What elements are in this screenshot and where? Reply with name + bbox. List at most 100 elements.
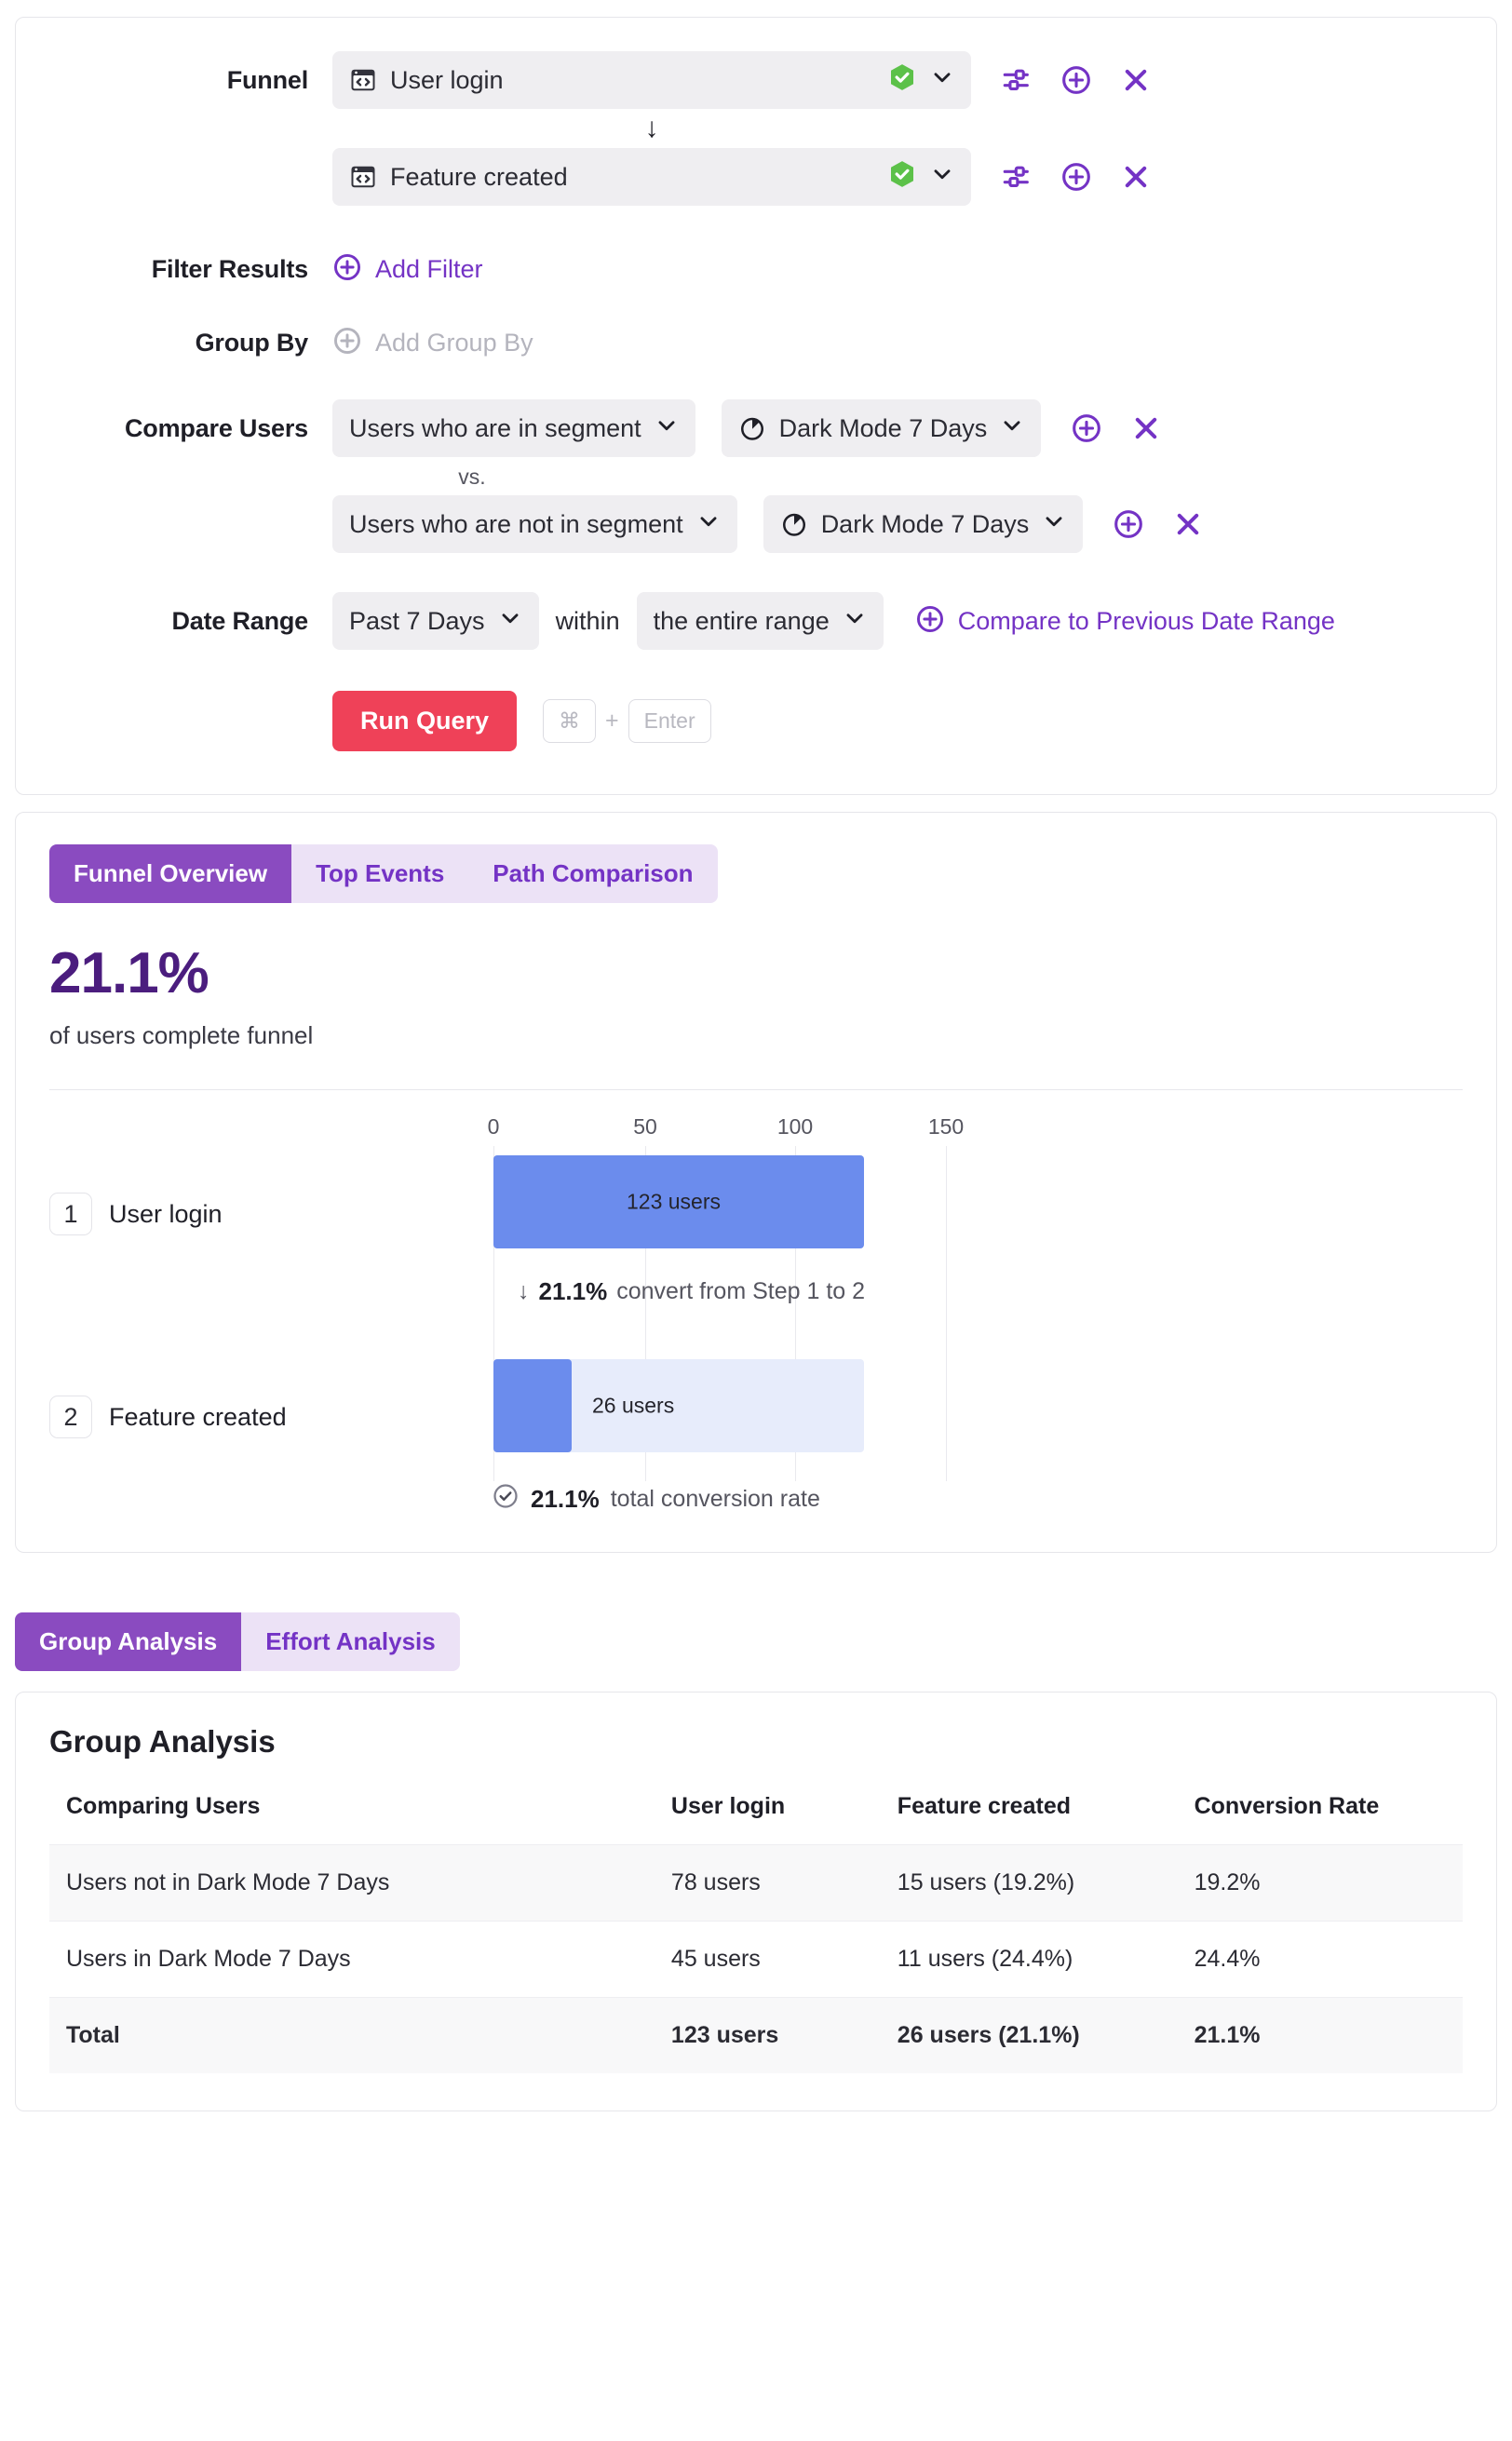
kbd-enter: Enter bbox=[628, 699, 711, 743]
funnel-results-card: Funnel Overview Top Events Path Comparis… bbox=[15, 812, 1497, 1553]
step-name-label: User login bbox=[109, 1199, 223, 1228]
compare-condition-value-1: Users who are in segment bbox=[349, 413, 641, 442]
filter-settings-icon[interactable] bbox=[1001, 161, 1033, 193]
x-axis-tick-50: 50 bbox=[633, 1114, 657, 1139]
add-group-by-button[interactable]: Add Group By bbox=[332, 326, 533, 360]
compare-row-1-actions bbox=[1071, 412, 1162, 444]
tab-path-comparison[interactable]: Path Comparison bbox=[468, 844, 718, 903]
arrow-down-icon: ↓ bbox=[518, 1278, 530, 1304]
column-header-feature-created: Feature created bbox=[897, 1793, 1071, 1819]
compare-segment-select-1[interactable]: Dark Mode 7 Days bbox=[721, 399, 1042, 457]
section-divider bbox=[49, 1089, 1463, 1090]
query-builder-card: Funnel User login bbox=[15, 17, 1497, 795]
within-range-select[interactable]: the entire range bbox=[636, 592, 884, 650]
compare-condition-select-1[interactable]: Users who are in segment bbox=[332, 399, 695, 457]
row-conversion-rate: 24.4% bbox=[1194, 1921, 1463, 1998]
valid-check-icon bbox=[887, 159, 917, 196]
x-axis-tick-0: 0 bbox=[487, 1114, 500, 1139]
gridline-50 bbox=[645, 1146, 646, 1481]
total-conversion-note: 21.1% total conversion rate bbox=[492, 1482, 820, 1517]
compare-users-row-2: Users who are not in segment Dark Mode 7… bbox=[53, 495, 1459, 553]
add-filter-button[interactable]: Add Filter bbox=[332, 252, 483, 287]
chevron-down-icon[interactable] bbox=[930, 65, 954, 96]
date-range-value: Past 7 Days bbox=[349, 606, 485, 635]
bar-step-2-fill bbox=[493, 1359, 572, 1452]
row-step2-value: 11 users (24.4%) bbox=[897, 1921, 1195, 1998]
compare-vs-label: vs. bbox=[458, 465, 486, 489]
compare-segment-select-2[interactable]: Dark Mode 7 Days bbox=[763, 495, 1084, 553]
chevron-down-icon bbox=[1042, 509, 1066, 540]
row-step1-value: 78 users bbox=[670, 1844, 898, 1922]
funnel-label-spacer bbox=[53, 163, 332, 192]
row-step2-value: 26 users (21.1%) bbox=[897, 1997, 1195, 2073]
check-circle-icon bbox=[492, 1482, 520, 1517]
chevron-down-icon bbox=[696, 509, 721, 540]
funnel-bar-chart: 0 50 100 150 1 User login 123 users ↓ 21… bbox=[49, 1114, 1463, 1515]
row-group-label: Users in Dark Mode 7 Days bbox=[49, 1921, 671, 1998]
funnel-step-2-name: Feature created bbox=[390, 162, 568, 191]
filter-results-label: Filter Results bbox=[151, 255, 308, 283]
funnel-chart-step-2: 2 Feature created bbox=[49, 1396, 287, 1438]
compare-users-label: Compare Users bbox=[125, 413, 308, 442]
step-conversion-percent: 21.1% bbox=[538, 1277, 608, 1305]
plus-circle-icon bbox=[332, 326, 362, 360]
step-number-badge: 1 bbox=[49, 1193, 92, 1235]
step-conversion-note: ↓ 21.1% convert from Step 1 to 2 bbox=[518, 1277, 865, 1306]
funnel-step-row: Feature created bbox=[53, 148, 1459, 206]
table-row-total: Total 123 users 26 users (21.1%) 21.1% bbox=[49, 1997, 1463, 2073]
chevron-down-icon bbox=[498, 606, 522, 637]
add-comparison-icon[interactable] bbox=[1113, 508, 1144, 540]
bar-step-2-value: 26 users bbox=[592, 1393, 675, 1418]
row-step2-value: 15 users (19.2%) bbox=[897, 1844, 1195, 1922]
remove-step-icon[interactable] bbox=[1120, 161, 1152, 193]
funnel-step-2-actions bbox=[1001, 161, 1152, 193]
chevron-down-icon[interactable] bbox=[930, 162, 954, 193]
compare-previous-date-range-button[interactable]: Compare to Previous Date Range bbox=[915, 604, 1335, 639]
column-header-comparing-users: Comparing Users bbox=[66, 1793, 261, 1819]
x-axis-tick-150: 150 bbox=[927, 1114, 965, 1139]
run-query-button[interactable]: Run Query bbox=[332, 691, 518, 751]
funnel-flow-arrow: ↓ bbox=[644, 113, 659, 143]
tab-effort-analysis[interactable]: Effort Analysis bbox=[241, 1612, 460, 1671]
column-header-user-login: User login bbox=[670, 1793, 786, 1819]
add-step-icon[interactable] bbox=[1060, 161, 1092, 193]
group-analysis-title: Group Analysis bbox=[49, 1724, 276, 1759]
tab-top-events[interactable]: Top Events bbox=[291, 844, 469, 903]
plus-circle-icon bbox=[332, 252, 362, 287]
group-analysis-card: Group Analysis Comparing Users User logi… bbox=[15, 1692, 1497, 2111]
remove-step-icon[interactable] bbox=[1120, 64, 1152, 96]
tab-funnel-overview[interactable]: Funnel Overview bbox=[49, 844, 292, 903]
date-range-row: Date Range Past 7 Days within the entire… bbox=[53, 592, 1459, 650]
column-header-conversion-rate: Conversion Rate bbox=[1194, 1793, 1380, 1819]
plus-circle-icon bbox=[915, 604, 945, 639]
gridline-0 bbox=[493, 1146, 494, 1481]
add-filter-label: Add Filter bbox=[375, 255, 483, 283]
segment-pie-icon bbox=[780, 510, 808, 538]
tab-group-analysis[interactable]: Group Analysis bbox=[15, 1612, 242, 1671]
remove-comparison-icon[interactable] bbox=[1172, 508, 1204, 540]
funnel-label: Funnel bbox=[226, 65, 308, 94]
remove-comparison-icon[interactable] bbox=[1130, 412, 1162, 444]
funnel-chart-step-1: 1 User login bbox=[49, 1193, 223, 1235]
gridline-150 bbox=[946, 1146, 947, 1481]
funnel-step-1-selector[interactable]: User login bbox=[332, 51, 971, 109]
x-axis-tick-100: 100 bbox=[776, 1114, 814, 1139]
code-window-icon bbox=[349, 163, 377, 191]
chevron-down-icon bbox=[1000, 413, 1024, 444]
bar-step-2-track bbox=[493, 1359, 864, 1452]
bar-step-1 bbox=[493, 1155, 864, 1248]
date-range-select[interactable]: Past 7 Days bbox=[332, 592, 539, 650]
code-window-icon bbox=[349, 66, 377, 94]
add-step-icon[interactable] bbox=[1060, 64, 1092, 96]
compare-users-label-spacer bbox=[53, 510, 332, 539]
filter-settings-icon[interactable] bbox=[1001, 64, 1033, 96]
segment-pie-icon bbox=[738, 414, 766, 442]
headline-subtitle: of users complete funnel bbox=[49, 1021, 314, 1049]
compare-condition-select-2[interactable]: Users who are not in segment bbox=[332, 495, 737, 553]
run-query-label-spacer bbox=[53, 707, 332, 735]
funnel-step-2-selector[interactable]: Feature created bbox=[332, 148, 971, 206]
row-step1-value: 123 users bbox=[670, 1997, 898, 2073]
filter-results-row: Filter Results Add Filter bbox=[53, 252, 1459, 287]
compare-condition-value-2: Users who are not in segment bbox=[349, 509, 683, 538]
add-comparison-icon[interactable] bbox=[1071, 412, 1102, 444]
